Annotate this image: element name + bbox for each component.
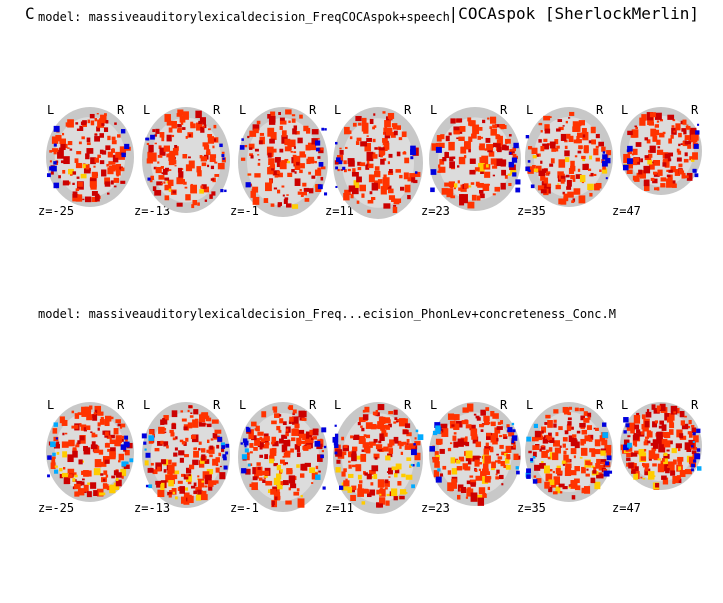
right-hemisphere-label: R (309, 103, 317, 117)
right-hemisphere-label: R (213, 103, 221, 117)
left-hemisphere-label: L (621, 398, 629, 412)
slice-z-label: z=11 (325, 204, 354, 218)
slice-z-label: z=-13 (134, 204, 171, 218)
row-1-title: model: massiveauditorylexicaldecision_Fr… (38, 10, 450, 24)
left-hemisphere-label: L (526, 398, 534, 412)
axial-brain-slice (525, 107, 613, 207)
left-hemisphere-label: L (334, 103, 342, 117)
slice-z-label: z=23 (421, 204, 450, 218)
slice-z-label: z=35 (517, 501, 546, 515)
right-hemisphere-label: R (117, 103, 125, 117)
left-hemisphere-label: L (430, 103, 438, 117)
axial-brain-slice (332, 402, 424, 514)
slice-z-label: z=-1 (230, 501, 259, 515)
slice-z-label: z=-13 (134, 501, 171, 515)
right-hemisphere-label: R (213, 398, 221, 412)
right-hemisphere-label: R (404, 103, 412, 117)
right-hemisphere-label: R (596, 398, 604, 412)
right-hemisphere-label: R (691, 398, 699, 412)
slice-z-label: z=-1 (230, 204, 259, 218)
right-hemisphere-label: R (691, 103, 699, 117)
left-hemisphere-label: L (239, 398, 247, 412)
axial-brain-slice (429, 402, 521, 506)
axial-brain-slice (525, 402, 613, 502)
slice-z-label: z=23 (421, 501, 450, 515)
left-hemisphere-label: L (143, 398, 151, 412)
slice-z-label: z=11 (325, 501, 354, 515)
axial-brain-slice (333, 107, 423, 219)
axial-brain-slice (620, 107, 702, 195)
right-hemisphere-label: R (500, 103, 508, 117)
axial-brain-slice (429, 107, 521, 211)
left-hemisphere-label: L (430, 398, 438, 412)
left-hemisphere-label: L (239, 103, 247, 117)
row-2-title: model: massiveauditorylexicaldecision_Fr… (38, 307, 616, 321)
axial-brain-slice (142, 107, 230, 213)
left-hemisphere-label: L (334, 398, 342, 412)
right-hemisphere-label: R (596, 103, 604, 117)
left-hemisphere-label: L (143, 103, 151, 117)
right-hemisphere-label: R (404, 398, 412, 412)
axial-brain-slice (46, 107, 134, 207)
right-hemisphere-label: R (309, 398, 317, 412)
axial-brain-slice (46, 402, 134, 502)
slice-z-label: z=-25 (38, 501, 75, 515)
left-hemisphere-label: L (621, 103, 629, 117)
axial-brain-slice (238, 402, 328, 512)
right-hemisphere-label: R (117, 398, 125, 412)
right-hemisphere-label: R (500, 398, 508, 412)
axial-brain-slice (141, 402, 230, 508)
slice-z-label: z=35 (517, 204, 546, 218)
axial-brain-slice (620, 402, 702, 490)
slice-z-label: z=-25 (38, 204, 75, 218)
panel-letter: C (25, 4, 35, 23)
slice-z-label: z=47 (612, 204, 641, 218)
slice-z-label: z=47 (612, 501, 641, 515)
figure-title: |COCAspok [SherlockMerlin] (448, 4, 699, 23)
left-hemisphere-label: L (47, 398, 55, 412)
left-hemisphere-label: L (47, 103, 55, 117)
axial-brain-slice (238, 107, 328, 217)
left-hemisphere-label: L (526, 103, 534, 117)
